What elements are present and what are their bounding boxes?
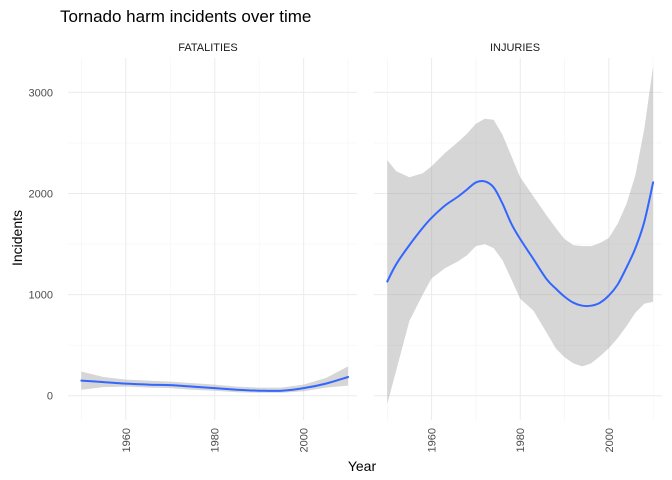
x-axis-ticks: 1960 1980 2000 1960 1980 2000	[121, 428, 616, 452]
x-tick-label: 1980	[210, 428, 222, 452]
x-tick-label: 1960	[121, 428, 133, 452]
chart-title: Tornado harm incidents over time	[60, 7, 311, 26]
x-tick-label: 1980	[515, 428, 527, 452]
panel-injuries: INJURIES	[374, 42, 662, 420]
confidence-band-injuries	[387, 66, 654, 404]
y-tick-label: 3000	[29, 87, 53, 99]
x-tick-label: 2000	[299, 428, 311, 452]
panel-label-fatalities: FATALITIES	[178, 42, 238, 54]
trend-line-fatalities	[80, 376, 350, 392]
trend-line-injuries	[386, 179, 655, 308]
y-tick-label: 0	[47, 391, 53, 403]
y-tick-label: 1000	[29, 290, 53, 302]
y-axis-ticks: 0 1000 2000 3000	[29, 87, 53, 402]
x-tick-label: 1960	[427, 428, 439, 452]
confidence-band-fatalities	[81, 366, 349, 393]
y-tick-label: 2000	[29, 189, 53, 201]
y-axis-title: Incidents	[9, 210, 25, 266]
x-axis-title: Year	[348, 458, 377, 474]
panel-label-injuries: INJURIES	[490, 42, 540, 54]
x-tick-label: 2000	[604, 428, 616, 452]
panel-fatalities: FATALITIES	[68, 42, 357, 420]
